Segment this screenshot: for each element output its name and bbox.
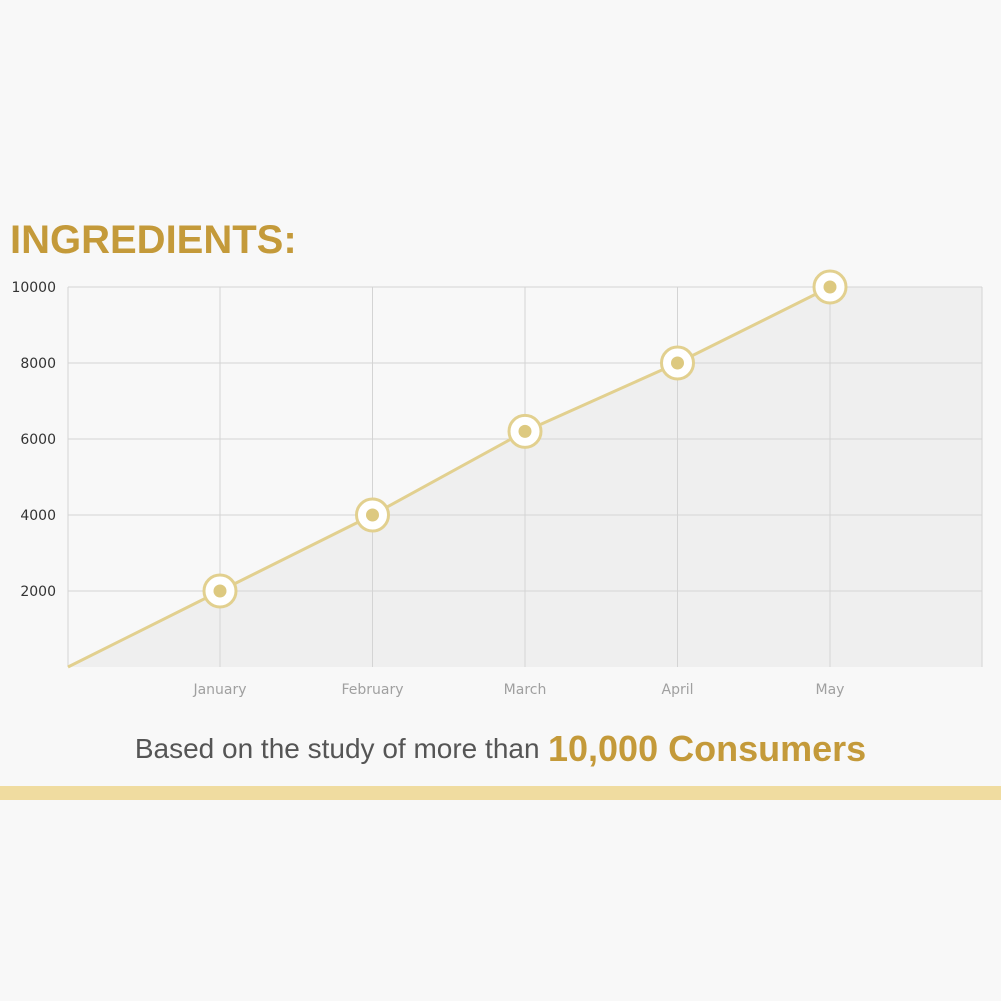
y-tick-label: 10000 bbox=[11, 280, 56, 296]
series-line bbox=[67, 285, 831, 669]
x-tick-label: May bbox=[816, 682, 845, 698]
data-point-marker bbox=[355, 497, 390, 533]
data-point-marker bbox=[812, 269, 848, 305]
marker-dot bbox=[213, 584, 227, 598]
data-point-marker bbox=[202, 573, 238, 609]
tagline-prefix: Based on the study of more than bbox=[134, 733, 540, 764]
x-tick-label: March bbox=[504, 682, 547, 698]
y-tick-layer: 2000 4000 6000 8000 10000 bbox=[11, 280, 56, 600]
study-tagline: Based on the study of more than 10,000 C… bbox=[0, 728, 1001, 770]
x-tick-label: February bbox=[341, 682, 403, 698]
data-point-marker bbox=[507, 413, 543, 449]
y-tick-label: 6000 bbox=[20, 432, 56, 448]
chart-heading: INGREDIENTS: bbox=[10, 218, 297, 262]
marker-dot bbox=[671, 356, 684, 370]
y-tick-label: 2000 bbox=[20, 584, 56, 600]
x-tick-layer: January February March April May bbox=[192, 682, 844, 698]
x-tick-label: April bbox=[662, 682, 694, 698]
data-point-marker bbox=[660, 345, 695, 381]
y-tick-label: 8000 bbox=[20, 356, 56, 372]
line-chart: 2000 4000 6000 8000 10000 January February Mar… bbox=[11, 269, 983, 698]
gold-divider-band bbox=[0, 786, 1001, 800]
y-tick-label: 4000 bbox=[20, 508, 56, 524]
marker-layer bbox=[202, 269, 848, 609]
x-tick-label: January bbox=[192, 682, 246, 698]
series-line-layer bbox=[67, 285, 831, 669]
marker-dot bbox=[518, 424, 532, 438]
marker-dot bbox=[823, 280, 837, 294]
tagline-highlight: 10,000 Consumers bbox=[547, 728, 867, 769]
marker-dot bbox=[366, 508, 379, 522]
